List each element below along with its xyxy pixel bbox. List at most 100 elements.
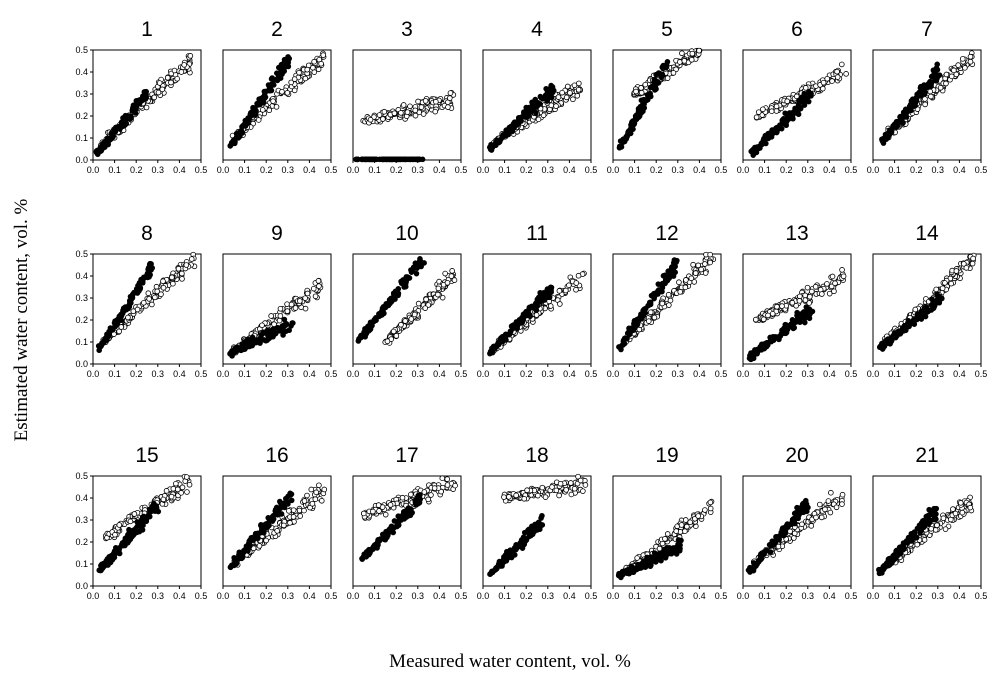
open-point [833,281,838,286]
open-point [169,494,174,499]
filled-point [243,339,248,344]
filled-point [107,329,112,334]
x-tick-label: 0.0 [477,591,490,601]
open-point [968,59,973,64]
filled-point [918,314,923,319]
open-point [450,268,455,273]
filled-point [232,349,237,354]
filled-point [142,90,147,95]
filled-point [411,157,416,162]
x-tick-label: 0.4 [823,591,836,601]
filled-point [768,131,773,136]
open-point [416,99,421,104]
filled-point [376,537,381,542]
open-point [165,75,170,80]
filled-point [802,320,807,325]
y-tick-label: 0.4 [75,271,88,281]
filled-point [633,321,638,326]
open-point [954,269,959,274]
open-point [126,315,131,320]
x-tick-label: 0.5 [455,165,468,175]
open-point [960,56,965,61]
x-tick-label: 0.3 [412,165,425,175]
x-tick-label: 0.5 [975,165,988,175]
x-tick-label: 0.0 [347,165,360,175]
filled-point [672,258,677,263]
open-point [970,261,975,266]
x-tick-label: 0.3 [152,165,165,175]
filled-point [493,143,498,148]
filled-point [394,289,399,294]
filled-point [617,345,622,350]
open-point [774,109,779,114]
open-point [280,89,285,94]
open-point [446,105,451,110]
filled-point [362,331,367,336]
open-point [408,492,413,497]
x-tick-label: 0.0 [87,369,100,379]
filled-point [750,350,755,355]
x-tick-label: 0.0 [867,369,880,379]
open-point [161,497,166,502]
open-point [821,80,826,85]
open-point [426,497,431,502]
filled-point [290,321,295,326]
open-point [117,523,122,528]
open-point [665,76,670,81]
x-tick-label: 0.0 [867,165,880,175]
filled-point [493,345,498,350]
open-point [797,298,802,303]
x-tick-label: 0.2 [650,369,663,379]
open-point [319,498,324,503]
filled-point [271,327,276,332]
filled-point [629,327,634,332]
open-point [453,483,458,488]
panel-title: 11 [526,222,548,245]
filled-point [134,287,139,292]
filled-point [231,138,236,143]
filled-point [617,145,622,150]
filled-point [917,90,922,95]
open-point [278,306,283,311]
open-point [314,490,319,495]
x-tick-label: 0.5 [455,591,468,601]
open-point [576,87,581,92]
open-point [830,79,835,84]
filled-point [270,515,275,520]
plot-frame [353,254,461,364]
filled-point [512,552,517,557]
plot-frame [353,476,461,586]
filled-point [265,331,270,336]
open-point [132,512,137,517]
open-point [671,70,676,75]
open-point [956,63,961,68]
filled-point [670,269,675,274]
filled-point [651,292,656,297]
x-tick-label: 0.4 [303,165,316,175]
open-point [385,339,390,344]
filled-point [127,531,132,536]
filled-point [662,547,667,552]
open-point [646,319,651,324]
x-tick-label: 0.5 [845,591,858,601]
filled-point [934,292,939,297]
open-point [643,82,648,87]
filled-point [101,140,106,145]
filled-point [781,116,786,121]
filled-point [119,312,124,317]
x-tick-label: 0.0 [87,591,100,601]
filled-point [282,317,287,322]
open-point [413,113,418,118]
filled-point [658,72,663,77]
open-point [825,76,830,81]
open-point [679,523,684,528]
open-point [971,256,976,261]
filled-point [931,68,936,73]
filled-point [505,128,510,133]
open-point [159,292,164,297]
